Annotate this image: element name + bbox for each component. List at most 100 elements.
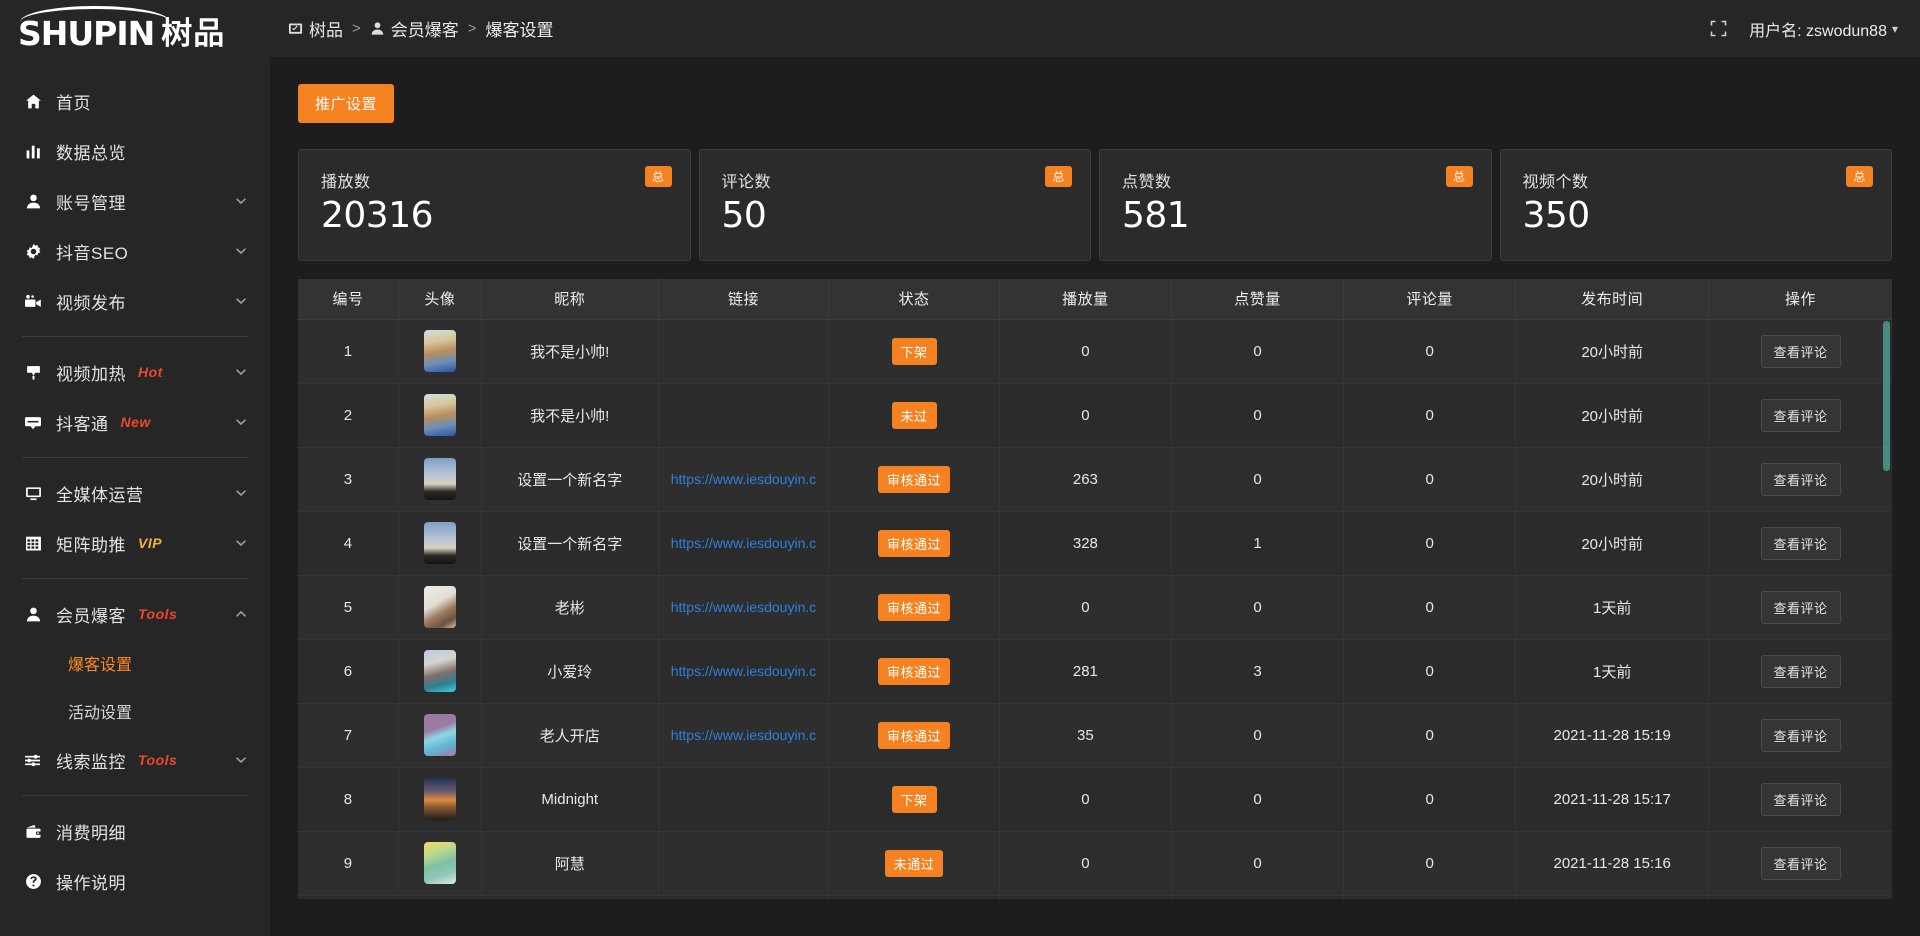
table-row[interactable]: 10 (298, 895, 1892, 899)
view-comments-button[interactable]: 查看评论 (1760, 590, 1841, 624)
cell-link (658, 895, 830, 899)
sidebar-subitem-label: 爆客设置 (68, 657, 133, 674)
logo-latin-text: SHUPIN (18, 13, 155, 53)
avatar (423, 586, 456, 628)
status-badge[interactable]: 未过 (891, 401, 937, 429)
table-row[interactable]: 2 我不是小帅! 未过 0 0 0 20小时前 查看评论 (298, 383, 1892, 448)
chevron-down-icon[interactable] (234, 194, 248, 208)
stat-card-badge: 总 (1846, 166, 1873, 187)
cell-plays: 0 (999, 831, 1172, 896)
sidebar-item-lead-monitor[interactable]: 线索监控 Tools (0, 735, 270, 785)
vertical-scrollbar[interactable] (1883, 321, 1890, 471)
video-link[interactable]: https://www.iesdouyin.c (670, 727, 817, 743)
cell-publish-time: 1天前 (1515, 639, 1710, 704)
video-link[interactable]: https://www.iesdouyin.c (670, 471, 817, 487)
cell-publish-time: 20小时前 (1515, 319, 1710, 384)
wallet-icon (22, 820, 44, 842)
cell-id: 9 (298, 831, 399, 896)
table-row[interactable]: 1 我不是小帅! 下架 0 0 0 20小时前 查看评论 (298, 319, 1892, 384)
cell-comments: 0 (1343, 447, 1517, 512)
avatar (423, 330, 456, 372)
view-comments-button[interactable]: 查看评论 (1760, 846, 1841, 880)
status-badge[interactable]: 审核通过 (878, 529, 951, 557)
status-badge[interactable]: 审核通过 (878, 465, 951, 493)
status-badge[interactable]: 审核通过 (878, 721, 951, 749)
sidebar-item-label: 全媒体运营 (56, 485, 144, 505)
fullscreen-icon[interactable] (1710, 20, 1727, 37)
cell-comments: 0 (1343, 383, 1517, 448)
cell-link[interactable]: https://www.iesdouyin.c (658, 447, 830, 512)
table-row[interactable]: 7 老人开店 https://www.iesdouyin.c 审核通过 35 0 0 2021… (298, 703, 1892, 768)
cell-link[interactable]: https://www.iesdouyin.c (658, 511, 830, 576)
table-row[interactable]: 6 小爱玲 https://www.iesdouyin.c 审核通过 281 3 0 1天前 查… (298, 639, 1892, 704)
user-menu[interactable]: 用户名: zswodun88 ▾ (1749, 17, 1898, 41)
video-link[interactable]: https://www.iesdouyin.c (670, 535, 817, 551)
view-comments-button[interactable]: 查看评论 (1760, 334, 1841, 368)
sidebar-item-douke-tong[interactable]: 抖客通 New (0, 397, 270, 447)
cell-status: 审核通过 (828, 703, 1000, 768)
chevron-down-icon[interactable] (234, 294, 248, 308)
video-link[interactable]: https://www.iesdouyin.c (670, 599, 817, 615)
cell-likes: 1 (1171, 511, 1345, 576)
logo[interactable]: SHUPIN 树品 (0, 0, 270, 66)
sidebar-item-account-management[interactable]: 账号管理 (0, 176, 270, 226)
status-badge[interactable]: 未通过 (884, 849, 944, 877)
status-badge[interactable]: 下架 (891, 785, 937, 813)
sidebar-divider (22, 457, 248, 458)
view-comments-button[interactable]: 查看评论 (1760, 718, 1841, 752)
table-row[interactable]: 3 设置一个新名字 https://www.iesdouyin.c 审核通过 263 0 0… (298, 447, 1892, 512)
sidebar-item-operation-guide[interactable]: 操作说明 (0, 856, 270, 906)
sidebar-subitem-baoke-settings[interactable]: 爆客设置 (0, 639, 270, 687)
avatar (423, 842, 456, 884)
view-comments-button[interactable]: 查看评论 (1760, 462, 1841, 496)
view-comments-button[interactable]: 查看评论 (1760, 654, 1841, 688)
chevron-down-icon[interactable] (234, 244, 248, 258)
sidebar-item-matrix-push[interactable]: 矩阵助推 VIP (0, 518, 270, 568)
stat-card-value: 581 (1122, 195, 1190, 236)
sidebar-item-tag: VIP (138, 535, 163, 551)
sidebar-item-member-baoke[interactable]: 会员爆客 Tools (0, 589, 270, 639)
cell-publish-time (1515, 895, 1710, 899)
cell-link[interactable]: https://www.iesdouyin.c (658, 575, 830, 640)
chevron-down-icon[interactable] (234, 536, 248, 550)
sidebar-item-data-overview[interactable]: 数据总览 (0, 126, 270, 176)
cell-actions: 查看评论 (1708, 703, 1892, 768)
question-circle-icon (22, 870, 44, 892)
sidebar-subitem-activity-settings[interactable]: 活动设置 (0, 687, 270, 735)
cell-avatar (398, 319, 482, 384)
cell-link[interactable]: https://www.iesdouyin.c (658, 639, 830, 704)
cell-comments: 0 (1343, 703, 1517, 768)
video-link[interactable]: https://www.iesdouyin.c (670, 663, 817, 679)
cell-link[interactable]: https://www.iesdouyin.c (658, 703, 830, 768)
table-row[interactable]: 8 Midnight 下架 0 0 0 2021-11-28 15:17 查看评论 (298, 767, 1892, 832)
status-badge[interactable]: 审核通过 (878, 593, 951, 621)
cell-nickname: 小爱玲 (481, 639, 659, 704)
chevron-down-icon[interactable] (234, 365, 248, 379)
chevron-up-icon[interactable] (234, 607, 248, 621)
sidebar-item-video-publish[interactable]: 视频发布 (0, 276, 270, 326)
sidebar-item-label: 抖客通 (56, 414, 109, 434)
breadcrumb-separator: > (467, 20, 477, 37)
sidebar-item-omni-media[interactable]: 全媒体运营 (0, 468, 270, 518)
stat-card-badge: 总 (1045, 166, 1072, 187)
status-badge[interactable]: 下架 (891, 337, 937, 365)
breadcrumb-item-member-baoke[interactable]: 会员爆客 (370, 16, 459, 41)
sidebar-item-douyin-seo[interactable]: 抖音SEO (0, 226, 270, 276)
promote-settings-button[interactable]: 推广设置 (298, 84, 395, 123)
chevron-down-icon[interactable] (234, 753, 248, 767)
sidebar-item-home[interactable]: 首页 (0, 76, 270, 126)
view-comments-button[interactable]: 查看评论 (1760, 398, 1841, 432)
cell-link (658, 383, 830, 448)
status-badge[interactable]: 审核通过 (878, 657, 951, 685)
sidebar-item-consumption-detail[interactable]: 消费明细 (0, 806, 270, 856)
view-comments-button[interactable]: 查看评论 (1760, 526, 1841, 560)
megaphone-icon (22, 361, 44, 383)
table-row[interactable]: 5 老彬 https://www.iesdouyin.c 审核通过 0 0 0 1天前 查看评论 (298, 575, 1892, 640)
sidebar-item-video-boost[interactable]: 视频加热 Hot (0, 347, 270, 397)
table-row[interactable]: 4 设置一个新名字 https://www.iesdouyin.c 审核通过 328 1 0… (298, 511, 1892, 576)
chevron-down-icon[interactable] (234, 415, 248, 429)
breadcrumb-item-root[interactable]: 树品 (288, 16, 343, 41)
table-row[interactable]: 9 阿慧 未通过 0 0 0 2021-11-28 15:16 查看评论 (298, 831, 1892, 896)
view-comments-button[interactable]: 查看评论 (1760, 782, 1841, 816)
chevron-down-icon[interactable] (234, 486, 248, 500)
